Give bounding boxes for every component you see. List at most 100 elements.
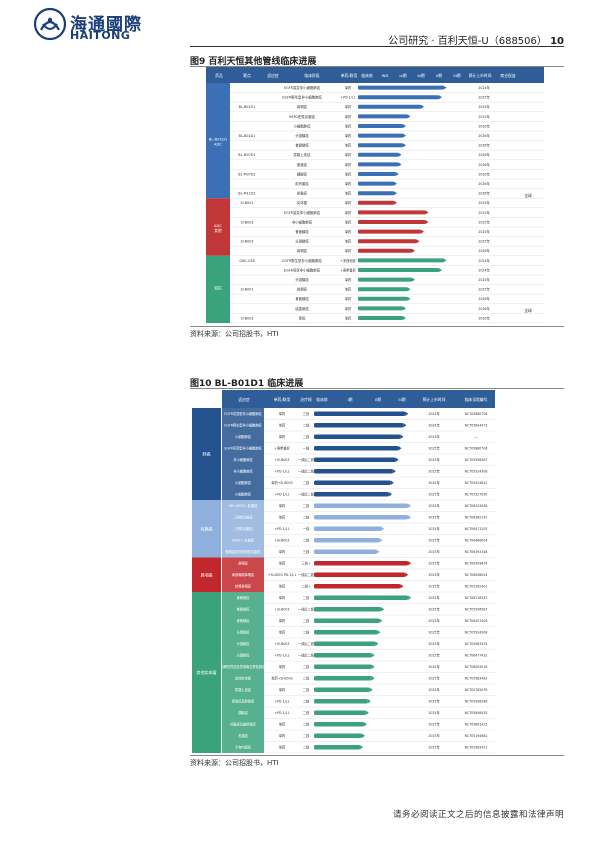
fig9-col-header: 靶点: [243, 73, 251, 78]
fig9-combo-cell: 单药: [345, 171, 351, 176]
fig9-indication-cell: 卵巢癌: [297, 191, 308, 196]
fig10-indication-cell: 转移鼻咽癌: [235, 584, 252, 589]
fig10-nct-cell: NCT05846425: [465, 711, 488, 715]
fig10-indication-cell: EGFR突变型非小细胞肺癌: [224, 446, 262, 451]
header-rule: [190, 46, 564, 47]
fig10-progress-bar: [314, 469, 393, 474]
fig10-nct-cell: NCT05983483: [465, 677, 488, 681]
fig10-progress-bar: [314, 526, 382, 531]
fig10-indication-cell: 小细胞肺癌: [235, 480, 252, 485]
fig10-combo-cell: 单药: [279, 745, 285, 750]
fig10-indication-bg: [222, 534, 264, 546]
fig9-progress-arrow: [407, 114, 411, 119]
fig9-combo-cell: 单药: [345, 123, 351, 128]
fig10-indication-bg: [222, 557, 264, 569]
fig10-nct-cell: NCT06382142: [465, 516, 488, 520]
fig10-progress-bar: [314, 710, 366, 715]
fig10-combo-cell: 单药: [279, 722, 285, 727]
fig9-progress-bar: [358, 124, 403, 128]
fig10-line-cell: 二线: [303, 664, 310, 669]
fig10-year-cell: 2025年: [428, 630, 440, 635]
fig10-nct-cell: NCT06003018: [465, 665, 488, 669]
fig9-combo-cell: 单药: [345, 181, 351, 186]
fig10-line-cell: 一线后二线: [298, 607, 315, 612]
haitong-logo-icon: [34, 8, 66, 40]
fig10-progress-arrow: [376, 549, 380, 554]
fig9-drug-cell: SI-B001: [240, 201, 253, 205]
fig9-group-label: ADC: [214, 142, 223, 147]
fig10-combo-cell: 单药+SI-B003: [271, 480, 292, 485]
fig10-combo-cell: 单药: [279, 733, 285, 738]
fig9-indication-cell: HER2阳性乳腺癌: [289, 114, 316, 119]
fig10-indication-cell: 非小细胞肺癌: [233, 457, 253, 462]
fig9-progress-bar: [358, 85, 444, 90]
fig10-combo-cell: +PD-1/L1: [274, 493, 289, 497]
fig9-progress-bar: [358, 191, 394, 196]
fig9-progress-arrow: [403, 124, 406, 128]
fig10-combo-cell: 单药: [279, 561, 285, 566]
fig10-progress-arrow: [398, 446, 402, 451]
fig10-year-cell: 2025年: [428, 515, 440, 520]
fig10-col-header: II期: [375, 397, 381, 402]
fig10-progress-arrow: [371, 676, 375, 681]
fig10-progress-bar: [314, 722, 364, 727]
fig10-progress-bar: [314, 664, 372, 669]
figure9-pipeline-table: 药品 靶点 适应症 临床阶段 单药/联用 临床前 IND Ia期 Ib期 II期 III期 预计上市时…: [206, 67, 544, 324]
fig9-progress-arrow: [439, 268, 442, 272]
fig10-progress-bar: [314, 423, 404, 428]
fig9-drug-cell: BL-B01D1: [239, 134, 256, 138]
fig10-indication-cell: HER2+ 乳腺癌: [232, 538, 255, 543]
fig10-combo-cell: +PD-1/L1: [274, 527, 289, 531]
fig9-progress-arrow: [407, 296, 411, 301]
fig10-line-cell: 二线: [303, 503, 310, 508]
fig10-combo-cell: +SI-B003 PD-1/L1: [268, 573, 296, 577]
fig9-progress-arrow: [398, 152, 402, 157]
fig10-line-cell: 二线: [303, 423, 310, 428]
fig9-year-cell: 2026年: [478, 306, 490, 311]
fig10-progress-bar: [314, 607, 382, 612]
fig10-indication-cell: 三阴性乳腺癌: [233, 515, 253, 520]
fig10-year-cell: 2024年: [428, 423, 440, 428]
fig10-progress-bar: [314, 503, 409, 508]
fig10-line-cell: 一线后二线: [298, 641, 315, 646]
fig10-progress-bar: [314, 492, 389, 497]
fig9-progress-bar: [358, 152, 399, 157]
fig10-combo-cell: +PD-1/L1: [274, 470, 289, 474]
fig10-combo-cell: 单药: [279, 618, 285, 623]
fig9-progress-bar: [358, 162, 399, 167]
fig10-indication-cell: 小细胞肺癌: [235, 492, 252, 497]
fig9-progress-arrow: [394, 191, 397, 196]
page-number: 10: [550, 36, 564, 47]
fig9-progress-bar: [358, 114, 408, 119]
fig10-nct-cell: NCT05956587: [465, 608, 488, 612]
fig10-progress-arrow: [400, 584, 404, 589]
fig9-combo-cell: 单药: [345, 200, 351, 205]
fig10-year-cell: 2025年: [428, 480, 440, 485]
fig10-indication-bg: [222, 661, 264, 673]
fig10-nct-cell: —: [474, 435, 478, 439]
fig9-year-cell: 2025年: [478, 104, 490, 109]
fig10-indication-bg: [222, 707, 264, 719]
fig10-line-cell: 二线: [303, 710, 310, 715]
fig9-col-header: Ia期: [399, 73, 406, 78]
fig10-progress-arrow: [408, 561, 412, 566]
fig10-line-cell: 一线后二线: [298, 492, 315, 497]
fig10-year-cell: 2025年: [428, 549, 440, 554]
fig10-progress-bar: [314, 584, 401, 589]
figure10-bottom-rule: [190, 755, 564, 756]
fig10-year-cell: 2024年: [428, 411, 440, 416]
fig10-nct-cell: NCT05880706: [465, 412, 488, 416]
figure9-title-rule: [190, 66, 564, 67]
fig10-year-cell: 2025年: [428, 457, 440, 462]
fig10-progress-bar: [314, 618, 380, 623]
fig10-nct-cell: NCT05880706: [465, 447, 488, 451]
fig9-col-header: 药品: [215, 73, 223, 78]
fig10-indication-cell: EGFR突变型非小细胞肺癌: [224, 411, 262, 416]
fig10-line-cell: 二线: [303, 595, 310, 600]
fig10-indication-cell: 三阴性乳腺癌: [233, 526, 253, 531]
fig10-year-cell: 2025年: [428, 572, 440, 577]
fig10-indication-cell: 其他实体瘤: [235, 676, 252, 681]
fig10-line-cell: 二线: [303, 480, 310, 485]
fig9-indication-cell: 胆道癌: [297, 162, 308, 167]
fig9-year-cell: 2026年: [478, 248, 490, 253]
